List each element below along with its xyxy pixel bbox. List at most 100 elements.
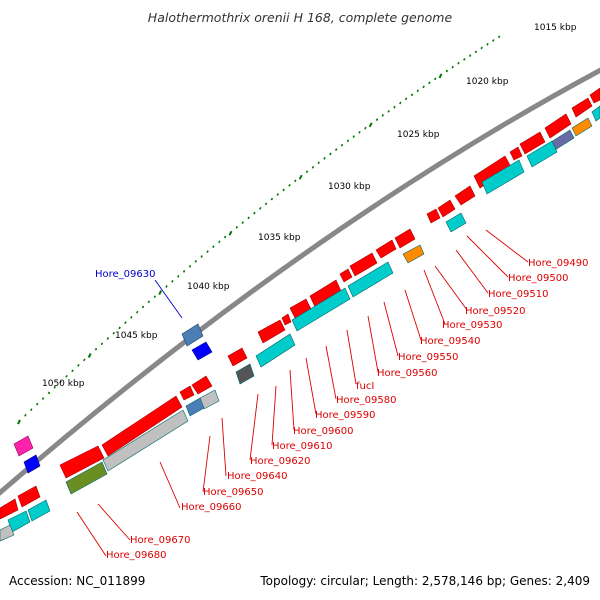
scale-tick: [24, 413, 27, 417]
gene-arrow: [339, 268, 353, 283]
gene-arrow: [591, 105, 600, 122]
scale-tick: [212, 245, 215, 249]
gene-arrow: [191, 375, 213, 395]
scale-tick: [445, 69, 449, 73]
scale-tick: [259, 207, 262, 210]
scale-tick: [106, 337, 110, 340]
gene-arrow: [23, 454, 41, 474]
scale-tick: [200, 255, 203, 258]
gene-arrow: [454, 185, 476, 206]
leader-line-blue: [154, 279, 183, 319]
gene-label: Hore_09680: [106, 550, 167, 561]
scale-tick: [124, 321, 127, 324]
scale-tick: [410, 93, 414, 97]
gene-label: Hore_09530: [442, 320, 503, 331]
gene-arrow: [0, 524, 15, 542]
gene-label: Hore_09540: [420, 336, 481, 347]
scale-tick: [182, 270, 186, 273]
gene-label: Hore_09650: [203, 487, 264, 498]
scale-tick: [41, 397, 45, 400]
scale-tick: [94, 347, 98, 351]
forward-genes: [0, 87, 600, 520]
gene-arrow: [27, 499, 51, 522]
scale-tick: [77, 364, 80, 367]
gene-label: Hore_09670: [130, 535, 191, 546]
scale-tick: [486, 42, 489, 46]
scale-tick: [399, 101, 402, 105]
scale-tick: [375, 118, 379, 121]
scale-tick: [311, 165, 315, 169]
gene-arrow: [17, 485, 41, 508]
gene-arrow: [347, 261, 394, 298]
reverse-genes: [0, 105, 600, 542]
scale-tick: [474, 50, 478, 54]
gene-arrow: [526, 140, 558, 168]
gene-arrow: [227, 347, 248, 367]
scale-tick: [30, 408, 33, 412]
scale-tick: [276, 193, 280, 196]
scale-tick: [404, 97, 408, 101]
gene-arrow: [13, 435, 34, 457]
gene-arrow: [481, 159, 525, 195]
gene-label: Hore_09580: [336, 395, 397, 406]
gene-arrow: [375, 239, 397, 259]
scale-tick: [118, 326, 121, 330]
scale-tick: [288, 183, 291, 187]
scale-tick: [177, 275, 180, 278]
scale-tick: [305, 170, 309, 174]
scale-tick: [171, 280, 174, 283]
gene-label: Hore_09500: [508, 273, 569, 284]
gene-label: Hore_09610: [272, 441, 333, 452]
gene-label: Hore_09490: [528, 258, 589, 269]
scale-label: 1045 kbp: [115, 331, 158, 341]
scale-tick: [158, 290, 163, 296]
scale-tick: [340, 143, 344, 147]
gene-labels: Hore_09490 Hore_09500 Hore_09510 Hore_09…: [95, 258, 589, 561]
scale-tick: [334, 148, 338, 151]
scale-tick: [71, 369, 74, 373]
scale-tick: [206, 250, 209, 253]
scale-label: 1050 kbp: [42, 379, 85, 389]
scale-tick: [457, 61, 460, 65]
scale-tick: [463, 58, 466, 61]
scale-tick: [468, 54, 472, 57]
scale-labels: 1015 kbp 1020 kbp 1025 kbp 1030 kbp 1035…: [42, 23, 577, 389]
gene-arrow: [281, 313, 292, 326]
gene-arrow: [509, 146, 523, 161]
scale-tick: [53, 385, 57, 389]
scale-ticks: [17, 35, 501, 425]
scale-tick: [438, 73, 443, 79]
scale-tick: [147, 300, 151, 304]
scale-tick: [87, 353, 92, 358]
scale-tick: [47, 391, 51, 395]
gene-arrow: [59, 445, 105, 479]
gene-arrow: [426, 208, 441, 224]
genome-summary-text: Topology: circular; Length: 2,578,146 bp…: [260, 574, 590, 588]
gene-label: Hore_09620: [250, 456, 311, 467]
scale-tick: [381, 114, 385, 117]
scale-tick: [65, 374, 68, 378]
scale-tick: [480, 46, 483, 50]
gene-label: Hore_09510: [488, 289, 549, 300]
scale-tick: [422, 85, 425, 89]
scale-tick: [17, 419, 21, 425]
gene-arrow: [181, 323, 204, 347]
scale-tick: [228, 230, 233, 236]
gene-arrow: [402, 244, 425, 264]
scale-tick: [112, 331, 115, 335]
scale-tick: [241, 221, 244, 224]
gene-label: Hore_09660: [181, 502, 242, 513]
gene-arrow: [589, 87, 600, 104]
gene-label: Hore_09550: [398, 352, 459, 363]
scale-tick: [35, 402, 39, 406]
gene-arrow: [191, 341, 213, 361]
gene-arrow: [235, 363, 255, 385]
gene-arrow: [544, 113, 572, 139]
gene-label: fucI: [356, 381, 374, 392]
scale-tick: [253, 211, 256, 215]
scale-label: 1035 kbp: [258, 233, 301, 243]
gene-arrow: [437, 199, 456, 218]
scale-tick: [497, 35, 501, 39]
scale-tick: [235, 226, 239, 229]
